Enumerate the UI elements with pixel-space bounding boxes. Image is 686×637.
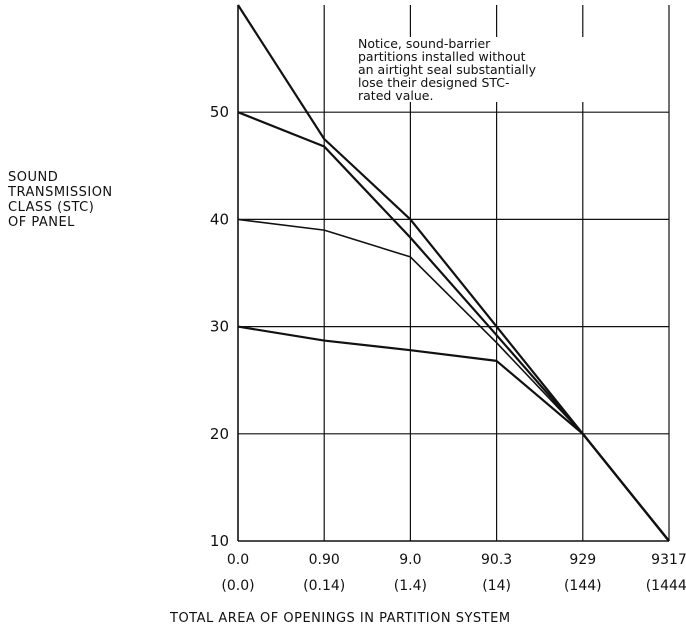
x-tick-label-imperial: (0.14) bbox=[303, 578, 345, 594]
y-tick-label: 20 bbox=[210, 425, 229, 443]
y-axis-label-line: OF PANEL bbox=[8, 215, 75, 230]
x-tick-label-metric: 90.3 bbox=[481, 552, 512, 568]
annotation-line: rated value. bbox=[358, 88, 434, 103]
annotation-line: an airtight seal substantially bbox=[358, 62, 536, 77]
series-line bbox=[237, 218, 670, 542]
y-tick-labels: 10 20 30 40 50 bbox=[210, 103, 229, 550]
x-tick-label-imperial: (0.0) bbox=[221, 578, 254, 594]
y-tick-label: 50 bbox=[210, 103, 229, 121]
y-tick-label: 10 bbox=[210, 532, 229, 550]
y-axis-label-line: CLASS (STC) bbox=[8, 200, 95, 215]
x-tick-label-metric: 9317 bbox=[651, 552, 686, 568]
x-tick-label-metric: 929 bbox=[569, 552, 596, 568]
x-tick-label-imperial: (1444) bbox=[646, 578, 686, 594]
series-lines bbox=[237, 4, 670, 542]
annotation-line: partitions installed without bbox=[358, 49, 526, 64]
series-line bbox=[237, 325, 670, 542]
x-tick-label-metric: 9.0 bbox=[399, 552, 421, 568]
x-tick-labels: 0.0 (0.0) 0.90 (0.14) 9.0 (1.4) 90.3 (14) 929 (14… bbox=[221, 552, 686, 594]
x-tick-label-imperial: (1.4) bbox=[394, 578, 427, 594]
x-tick-label-imperial: (144) bbox=[564, 578, 602, 594]
x-tick-label-metric: 0.0 bbox=[227, 552, 249, 568]
y-axis-label-line: SOUND bbox=[8, 170, 59, 185]
y-tick-label: 30 bbox=[210, 318, 229, 336]
annotation-line: lose their designed STC- bbox=[358, 75, 510, 90]
y-tick-label: 40 bbox=[210, 210, 229, 228]
x-tick-label-imperial: (14) bbox=[482, 578, 511, 594]
x-tick-label-metric: 0.90 bbox=[309, 552, 340, 568]
x-axis-label: TOTAL AREA OF OPENINGS IN PARTITION SYST… bbox=[170, 611, 511, 626]
y-axis-label-line: TRANSMISSION bbox=[8, 185, 113, 200]
chart-annotation: Notice, sound-barrier partitions install… bbox=[358, 37, 618, 102]
annotation-line: Notice, sound-barrier bbox=[358, 36, 491, 51]
